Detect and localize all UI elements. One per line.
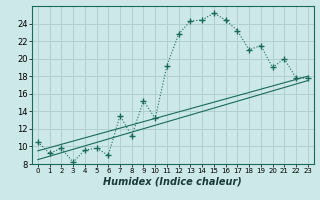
X-axis label: Humidex (Indice chaleur): Humidex (Indice chaleur) [103, 177, 242, 187]
